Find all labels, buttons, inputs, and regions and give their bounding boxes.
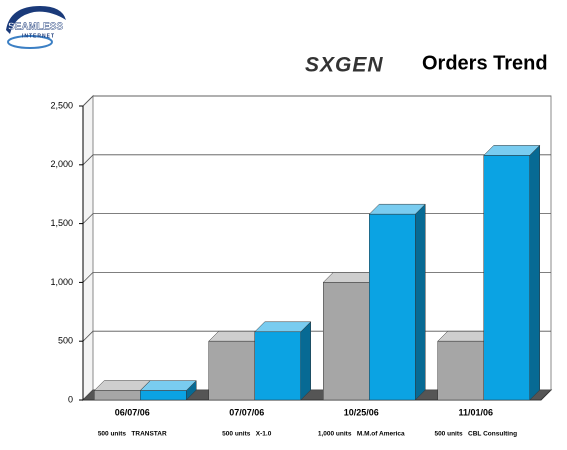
logo-tagline: INTERNET xyxy=(22,33,55,39)
bar xyxy=(369,213,416,401)
x-tick-label: 10/25/06 xyxy=(344,407,379,417)
logo: SEAMLESS INTERNET xyxy=(6,6,66,49)
bar-top xyxy=(483,145,541,156)
category-note: 500 units CBL Consulting xyxy=(434,431,517,438)
y-tick-label: 1,500 xyxy=(50,218,73,228)
y-tick-label: 0 xyxy=(68,394,73,404)
category-note: 500 units TRANSTAR xyxy=(98,431,167,438)
x-tick-label: 07/07/06 xyxy=(229,407,264,417)
category-note: 500 units X-1.0 xyxy=(222,431,272,438)
bar xyxy=(437,340,484,401)
bar-side xyxy=(529,144,540,401)
grid-line xyxy=(82,154,551,166)
bar xyxy=(140,390,187,401)
bar xyxy=(323,282,370,401)
bar-top xyxy=(368,203,426,215)
bar-top xyxy=(254,321,312,333)
grid-line xyxy=(82,95,551,107)
x-tick-label: 11/01/06 xyxy=(458,407,493,417)
bar-side xyxy=(415,203,426,401)
bar xyxy=(208,340,255,401)
logo-name: SEAMLESS xyxy=(8,22,63,33)
side-wall xyxy=(82,94,94,402)
bar xyxy=(94,390,141,401)
y-tick-label: 500 xyxy=(58,336,73,346)
bar-side xyxy=(300,321,311,401)
x-tick-label: 06/07/06 xyxy=(115,407,150,417)
category-note: 1,000 units M.M.of America xyxy=(318,431,405,438)
bar xyxy=(483,155,530,401)
y-tick-label: 1,000 xyxy=(50,277,73,287)
chart-title: Orders Trend xyxy=(422,52,548,74)
y-tick-label: 2,000 xyxy=(50,159,73,169)
bar xyxy=(254,331,301,401)
brand: SXGEN xyxy=(305,54,384,77)
bar-top xyxy=(139,380,197,391)
y-tick-label: 2,500 xyxy=(50,100,73,110)
